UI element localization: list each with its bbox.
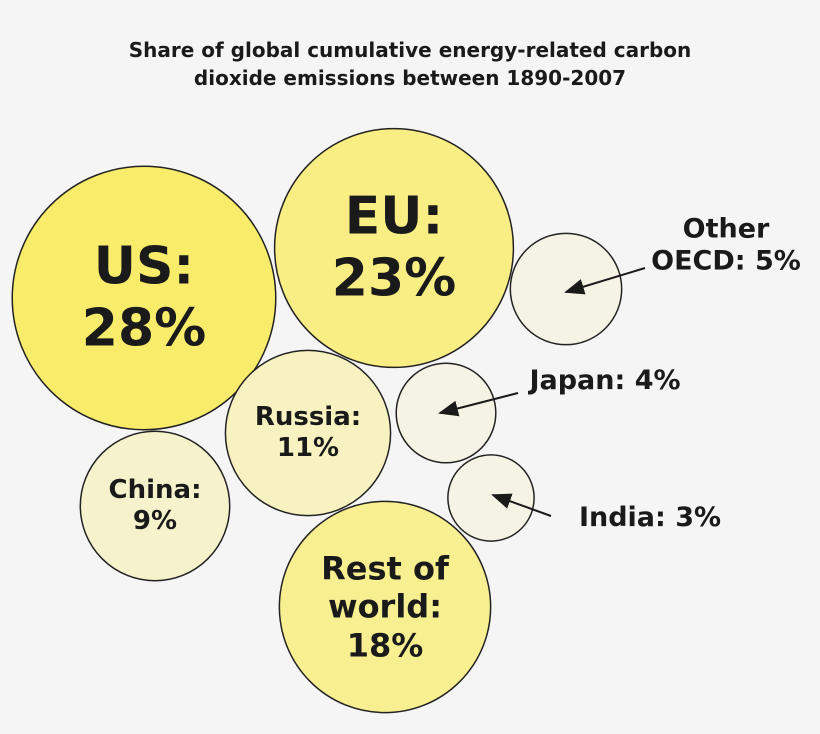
category-label: EU:	[344, 186, 444, 247]
value-label: 4%	[634, 364, 681, 396]
value-label: 9%	[132, 506, 178, 536]
chart-title: Share of global cumulative energy-relate…	[128, 38, 692, 90]
bubble-label: US: 28%	[34, 236, 254, 361]
bubble	[278, 500, 492, 714]
bubble	[11, 165, 277, 431]
arrow	[564, 267, 646, 295]
category-label: China:	[108, 474, 202, 505]
bubble-label: Russia: 11%	[233, 402, 383, 464]
bubble	[273, 127, 515, 369]
bubble	[79, 430, 231, 582]
bubble-label: Other OECD: 5%	[639, 214, 814, 279]
value-label: 28%	[81, 299, 207, 359]
category-label: Rest of world:	[321, 549, 449, 626]
bubble-label: Japan: 4%	[505, 365, 705, 397]
category-label: US:	[93, 236, 195, 297]
bubble	[224, 349, 392, 517]
value-label: 11%	[276, 433, 340, 463]
arrow	[438, 392, 519, 417]
value-label: 18%	[346, 626, 424, 665]
bubble-label: Rest of world: 18%	[300, 549, 470, 664]
category-label: India:	[578, 501, 666, 533]
arrow	[491, 493, 552, 517]
bubble-label: EU: 23%	[284, 186, 504, 311]
category-label: Japan:	[529, 364, 626, 396]
bubble	[395, 362, 497, 464]
category-label: Other OECD:	[651, 213, 770, 277]
bubble-label: India: 3%	[550, 502, 750, 534]
value-label: 3%	[675, 501, 722, 533]
bubble	[509, 232, 623, 346]
value-label: 23%	[331, 249, 457, 309]
value-label: 5%	[754, 246, 801, 277]
category-label: Russia:	[254, 401, 362, 432]
bubble-label: China: 9%	[90, 475, 220, 537]
bubble	[447, 454, 535, 542]
